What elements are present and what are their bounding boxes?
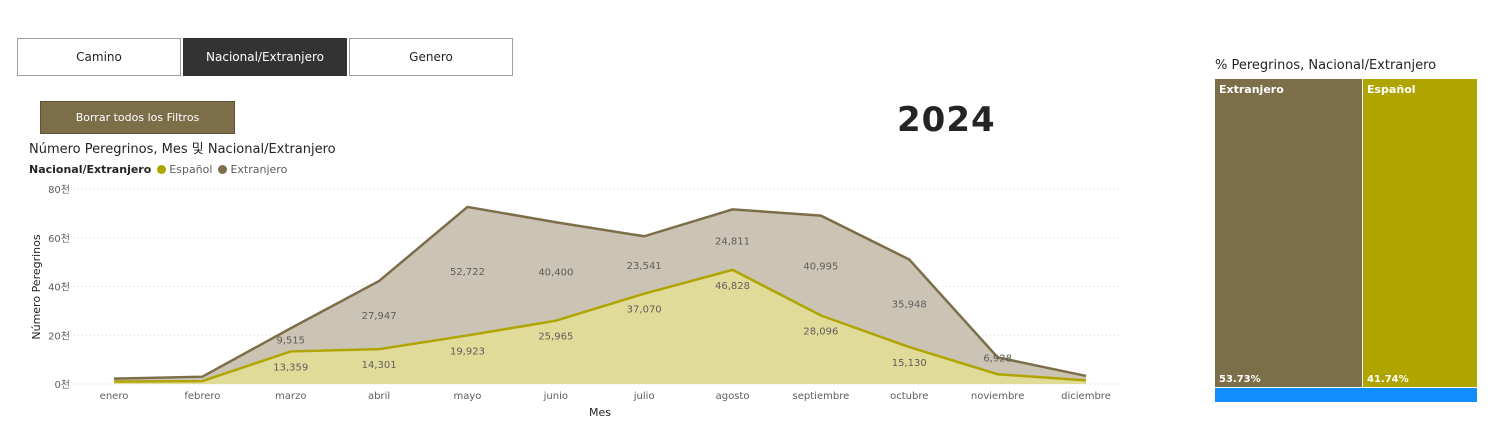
data-label-espanol: 28,096: [803, 327, 838, 338]
legend-item-espanol[interactable]: Español: [157, 163, 212, 176]
x-tick-label: marzo: [275, 391, 306, 402]
tab-genero[interactable]: Genero: [349, 38, 513, 76]
data-label-extranjero: 24,811: [715, 236, 750, 247]
chart-title: Número Peregrinos, Mes 및 Nacional/Extran…: [29, 142, 336, 157]
data-label-espanol: 19,923: [450, 346, 485, 357]
y-tick-label: 0천: [54, 379, 70, 391]
chart-legend: Nacional/Extranjero Español Extranjero: [29, 163, 293, 176]
treemap-tile-value: 53.73%: [1219, 374, 1261, 385]
legend-dot-icon: [157, 165, 167, 174]
data-label-extranjero: 23,541: [627, 261, 662, 272]
x-tick-label: junio: [543, 391, 568, 402]
data-label-extranjero: 40,400: [538, 267, 573, 278]
tab-camino[interactable]: Camino: [17, 38, 181, 76]
treemap-tile-extranjero[interactable]: Extranjero 53.73%: [1215, 79, 1362, 387]
x-tick-label: febrero: [184, 391, 220, 402]
data-label-extranjero: 27,947: [362, 311, 397, 322]
filter-tabs: Camino Nacional/Extranjero Genero: [17, 38, 515, 76]
year-label: 2024: [897, 100, 996, 140]
scrollbar[interactable]: [1215, 388, 1477, 402]
legend-dot-icon: [218, 165, 228, 174]
y-tick-label: 40천: [48, 282, 70, 294]
data-label-espanol: 46,828: [715, 281, 750, 292]
clear-filters-button[interactable]: Borrar todos los Filtros: [40, 101, 235, 134]
x-tick-label: agosto: [716, 391, 750, 402]
data-label-espanol: 37,070: [627, 305, 662, 316]
area-extranjero: [114, 206, 1086, 382]
treemap-tile-espanol[interactable]: Español 41.74%: [1363, 79, 1477, 387]
line-extranjero: [113, 205, 1087, 380]
y-tick-label: 60천: [48, 233, 70, 245]
x-tick-label: abril: [368, 391, 390, 402]
x-tick-label: septiembre: [793, 391, 850, 402]
y-tick-label: 20천: [48, 330, 70, 342]
y-tick-label: 80천: [48, 184, 70, 196]
data-label-espanol: 14,301: [362, 360, 397, 371]
x-tick-label: julio: [633, 391, 655, 402]
legend-label: Español: [169, 163, 213, 176]
treemap-tile-label: Español: [1367, 83, 1416, 96]
tab-nacional-extranjero[interactable]: Nacional/Extranjero: [183, 38, 347, 76]
x-tick-label: octubre: [890, 391, 928, 402]
data-label-espanol: 13,359: [273, 362, 308, 373]
line-espanol: [113, 268, 1087, 383]
data-label-extranjero: 6,928: [983, 353, 1012, 364]
area-espanol: [114, 269, 1086, 384]
x-tick-label: enero: [100, 391, 129, 402]
treemap-tile-value: 41.74%: [1367, 374, 1409, 385]
y-axis-title: Número Peregrinos: [30, 234, 43, 340]
x-tick-label: diciembre: [1061, 391, 1111, 402]
data-label-espanol: 15,130: [892, 358, 927, 369]
data-label-extranjero: 35,948: [892, 299, 927, 310]
x-axis-title: Mes: [589, 406, 611, 419]
x-tick-label: mayo: [454, 391, 482, 402]
legend-item-extranjero[interactable]: Extranjero: [218, 163, 287, 176]
x-tick-label: noviembre: [971, 391, 1024, 402]
treemap-tile-label: Extranjero: [1219, 83, 1284, 96]
legend-title: Nacional/Extranjero: [29, 163, 152, 176]
treemap-title: % Peregrinos, Nacional/Extranjero: [1215, 58, 1437, 73]
data-label-extranjero: 9,515: [276, 335, 305, 346]
data-label-extranjero: 40,995: [803, 262, 838, 273]
data-label-extranjero: 52,722: [450, 267, 485, 278]
data-label-espanol: 25,965: [538, 332, 573, 343]
legend-label: Extranjero: [230, 163, 288, 176]
